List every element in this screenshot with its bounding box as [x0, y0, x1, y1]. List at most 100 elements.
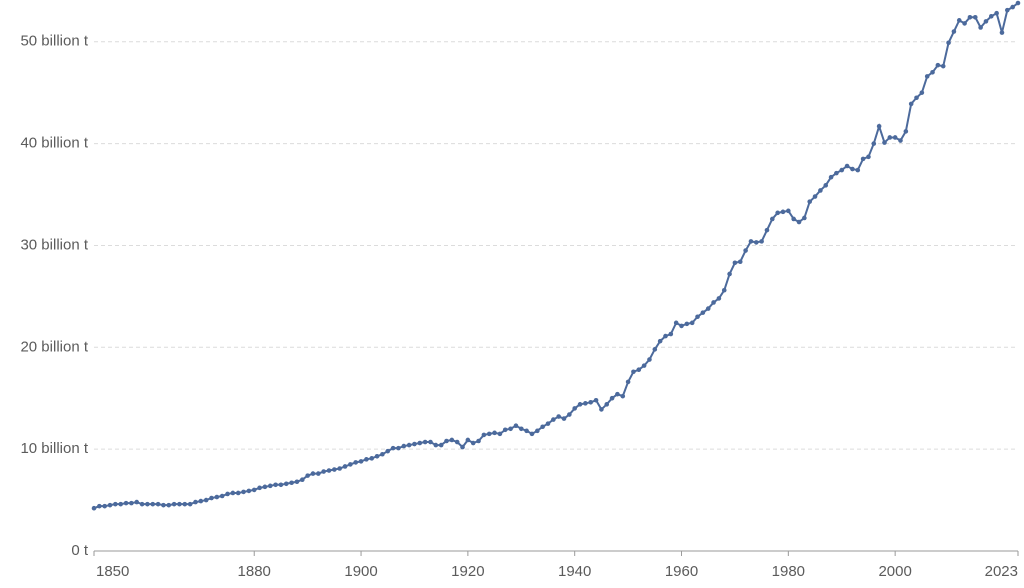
point [668, 331, 674, 337]
point [438, 442, 444, 448]
point [300, 477, 305, 483]
point [625, 379, 631, 385]
point [588, 399, 594, 405]
point [492, 430, 497, 436]
point [620, 393, 626, 399]
point [316, 471, 321, 476]
point [396, 445, 401, 451]
point [711, 300, 716, 305]
point [321, 469, 326, 474]
point [289, 480, 294, 486]
point [764, 227, 770, 233]
point [177, 501, 182, 507]
point [278, 482, 284, 488]
point [636, 367, 642, 373]
point [353, 460, 359, 465]
point [561, 416, 567, 421]
x-tick-label: 1980 [772, 563, 805, 580]
point [364, 457, 369, 462]
point [155, 501, 161, 507]
point [647, 357, 652, 362]
point [898, 138, 903, 143]
point [855, 167, 861, 173]
point [871, 141, 877, 146]
point [850, 166, 855, 172]
x-tick-label: 1960 [665, 563, 698, 580]
point [823, 183, 829, 188]
point [113, 501, 118, 507]
point [348, 462, 353, 467]
point [166, 502, 172, 508]
point [428, 439, 433, 445]
point [444, 438, 449, 444]
point [246, 488, 252, 494]
point [748, 239, 754, 244]
point [684, 321, 690, 327]
point [326, 468, 332, 473]
point [198, 498, 204, 504]
x-tick-label: 1920 [451, 563, 484, 580]
point [508, 426, 513, 432]
point [599, 407, 604, 412]
line [93, 2, 1019, 510]
point [171, 501, 177, 507]
point [860, 156, 866, 162]
point [294, 479, 300, 485]
point [657, 338, 663, 344]
point [834, 170, 839, 176]
point [342, 464, 348, 469]
point [978, 25, 983, 30]
y-tick-label: 10 billion t [20, 440, 88, 457]
point [513, 423, 519, 429]
point [818, 188, 823, 193]
point [727, 271, 732, 277]
point [839, 167, 845, 173]
point [786, 208, 791, 214]
point [187, 501, 193, 507]
point [695, 314, 700, 320]
point [545, 421, 551, 426]
point [497, 431, 503, 437]
point [283, 481, 289, 487]
point [919, 90, 925, 95]
point [540, 424, 545, 430]
point [887, 135, 893, 140]
point [129, 500, 134, 506]
point [716, 296, 722, 301]
point [214, 494, 220, 500]
point [385, 448, 391, 454]
point [775, 210, 780, 216]
point [737, 259, 743, 265]
point [732, 260, 738, 266]
point [556, 414, 561, 419]
point [332, 467, 337, 472]
point [193, 499, 198, 505]
point [1010, 4, 1015, 10]
x-tick-label: 1940 [558, 563, 591, 580]
point [882, 140, 887, 145]
point [145, 501, 150, 507]
point [876, 123, 882, 129]
point [914, 95, 919, 101]
point [930, 69, 935, 75]
point [486, 431, 492, 437]
y-tick-label: 40 billion t [20, 135, 88, 152]
point [433, 442, 439, 448]
y-tick-label: 30 billion t [20, 236, 88, 253]
point [230, 490, 236, 496]
point [273, 482, 278, 488]
point [652, 347, 658, 352]
point [310, 471, 316, 476]
point [182, 501, 188, 507]
y-tick-label: 0 t [71, 542, 89, 559]
point [460, 444, 465, 450]
point [118, 501, 124, 507]
point [604, 402, 610, 407]
point [267, 483, 273, 489]
point [380, 451, 385, 457]
point [139, 501, 145, 507]
point [924, 74, 930, 79]
x-tick-label: 1900 [344, 563, 377, 580]
point [219, 493, 225, 499]
point [454, 439, 460, 445]
